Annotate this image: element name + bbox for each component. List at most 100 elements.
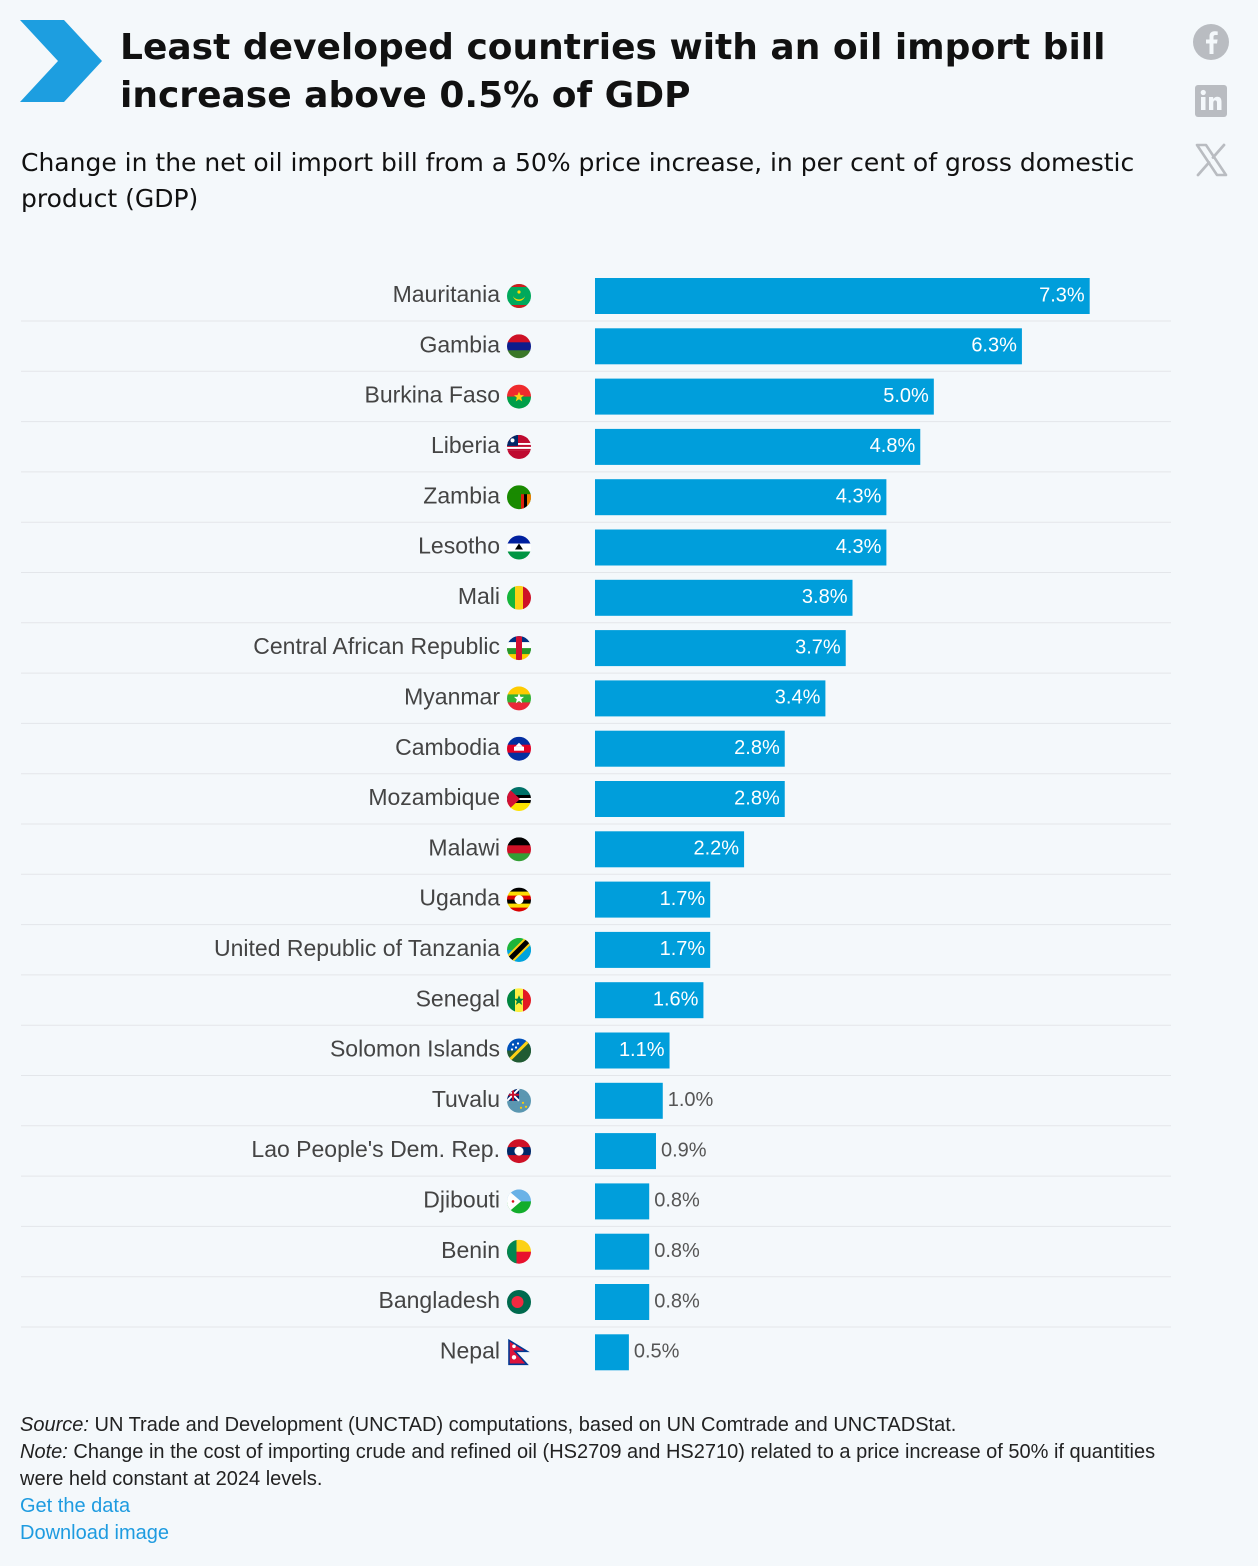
bar — [595, 881, 711, 918]
car-flag-icon — [507, 636, 531, 661]
value-label: 0.8% — [654, 1190, 700, 1212]
bar-chart: Mauritania 7.3% Gambia 6.3% Burkina Faso 5.0%… — [21, 278, 1171, 1371]
note-label: Note: — [20, 1441, 68, 1463]
bar — [595, 278, 1090, 314]
value-label: 3.7% — [795, 636, 841, 658]
bar-row: Malawi 2.2% — [21, 831, 1171, 875]
bar-row: Nepal 0.5% — [440, 1334, 680, 1371]
chart-title: Least developed countries with an oil im… — [120, 27, 1106, 116]
value-label: 2.8% — [734, 737, 780, 759]
bar-row: Mali 3.8% — [21, 579, 1171, 624]
tuvalu-flag-icon — [507, 1088, 531, 1113]
category-label: Senegal — [416, 985, 500, 1011]
bar — [595, 1133, 656, 1170]
solomon-islands-flag-icon — [507, 1038, 531, 1063]
bar-row: Mozambique 2.8% — [21, 781, 1171, 825]
category-label: Mozambique — [368, 784, 500, 810]
category-label: Tuvalu — [432, 1086, 500, 1112]
bar-row: Mauritania 7.3% — [21, 278, 1171, 322]
value-label: 4.3% — [836, 485, 882, 507]
category-label: Malawi — [428, 834, 500, 860]
djibouti-flag-icon — [507, 1189, 531, 1214]
bar — [595, 428, 921, 465]
bar — [595, 529, 887, 566]
bar-row: Uganda 1.7% — [21, 881, 1171, 926]
bar-row: Liberia 4.8% — [21, 428, 1171, 473]
lesotho-flag-icon — [507, 535, 531, 560]
malawi-flag-icon — [507, 837, 531, 862]
cambodia-flag-icon — [507, 736, 531, 761]
bar — [595, 479, 887, 516]
category-label: Liberia — [431, 432, 500, 458]
bar-row: Lao People's Dem. Rep. 0.9% — [21, 1133, 1171, 1177]
value-label: 6.3% — [971, 335, 1017, 357]
chart-footer: Source: UN Trade and Development (UNCTAD… — [20, 1412, 1170, 1547]
x-icon[interactable] — [1192, 141, 1230, 179]
bar-row: Djibouti 0.8% — [21, 1183, 1171, 1227]
category-label: Bangladesh — [379, 1287, 501, 1313]
value-label: 7.3% — [1039, 284, 1085, 306]
bar-row: Central African Republic 3.7% — [21, 630, 1171, 674]
source-text: UN Trade and Development (UNCTAD) comput… — [88, 1414, 957, 1436]
category-label: Lao People's Dem. Rep. — [251, 1136, 500, 1162]
category-label: Zambia — [423, 482, 500, 508]
mauritania-flag-icon — [507, 284, 531, 308]
category-label: United Republic of Tanzania — [214, 935, 500, 961]
category-label: Lesotho — [418, 533, 500, 559]
bar — [595, 680, 826, 717]
value-label: 3.4% — [775, 687, 821, 709]
chevron-logo-icon — [20, 20, 102, 102]
bar-row: Burkina Faso 5.0% — [21, 378, 1171, 423]
mozambique-flag-icon — [507, 787, 531, 811]
bar — [595, 781, 785, 817]
bar — [595, 831, 745, 868]
value-label: 2.2% — [693, 838, 739, 860]
burkina-faso-flag-icon — [507, 384, 531, 409]
bar-row: Zambia 4.3% — [21, 479, 1171, 523]
liberia-flag-icon — [507, 434, 531, 459]
value-label: 1.0% — [668, 1089, 714, 1111]
bar-row: Myanmar 3.4% — [21, 680, 1171, 724]
category-label: Burkina Faso — [364, 382, 500, 408]
bar-row: Gambia 6.3% — [21, 328, 1171, 372]
value-label: 0.8% — [654, 1240, 700, 1262]
bar — [595, 1233, 650, 1270]
chart-subtitle: Change in the net oil import bill from a… — [21, 148, 1135, 213]
bar — [595, 378, 934, 415]
bar — [595, 1082, 663, 1119]
value-label: 1.1% — [619, 1039, 665, 1061]
myanmar-flag-icon — [507, 686, 531, 711]
bar — [595, 1334, 629, 1371]
bar-row: Benin 0.8% — [21, 1233, 1171, 1278]
value-label: 4.8% — [870, 435, 916, 457]
value-label: 4.3% — [836, 536, 882, 558]
facebook-icon[interactable] — [1192, 23, 1230, 61]
source-line: Source: UN Trade and Development (UNCTAD… — [20, 1412, 1170, 1439]
bar-row: Bangladesh 0.8% — [21, 1284, 1171, 1328]
bar-row: Lesotho 4.3% — [21, 529, 1171, 573]
bar — [595, 1032, 670, 1069]
value-label: 3.8% — [802, 586, 848, 608]
bar-row: Solomon Islands 1.1% — [21, 1032, 1171, 1076]
value-label: 1.7% — [660, 938, 706, 960]
bar — [595, 1183, 650, 1220]
nepal-flag-icon — [508, 1338, 530, 1366]
category-label: Gambia — [419, 331, 500, 357]
category-label: Mauritania — [393, 281, 501, 307]
bar-row: Cambodia 2.8% — [21, 730, 1171, 775]
category-label: Nepal — [440, 1337, 500, 1363]
get-data-link[interactable]: Get the data — [20, 1495, 131, 1517]
zambia-flag-icon — [507, 485, 531, 510]
uganda-flag-icon — [507, 887, 531, 912]
category-label: Central African Republic — [253, 633, 500, 659]
bar — [595, 328, 1022, 365]
bar — [595, 630, 846, 667]
note-line: Note: Change in the cost of importing cr… — [20, 1439, 1170, 1493]
download-image-link[interactable]: Download image — [20, 1522, 169, 1544]
value-label: 1.6% — [653, 988, 699, 1010]
linkedin-icon[interactable] — [1192, 82, 1230, 120]
category-label: Benin — [441, 1237, 500, 1263]
bar-row: Senegal 1.6% — [21, 982, 1171, 1026]
bar — [595, 931, 711, 968]
category-label: Mali — [458, 583, 500, 609]
